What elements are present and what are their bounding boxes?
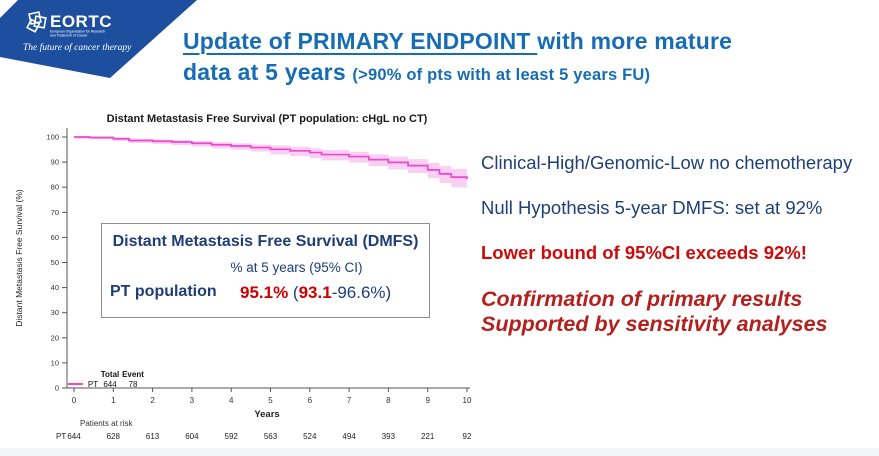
svg-text:92: 92: [463, 432, 472, 441]
svg-text:40: 40: [51, 283, 59, 292]
dmfs-value-lower: 93.1: [298, 283, 332, 302]
slide-title-line2: data at 5 years (>90% of pts with at lea…: [183, 57, 863, 91]
svg-text:628: 628: [107, 432, 121, 441]
svg-text:0: 0: [72, 396, 77, 405]
eortc-logo-icon: [26, 11, 47, 33]
svg-text:613: 613: [146, 432, 160, 441]
svg-text:20: 20: [51, 333, 59, 342]
svg-text:5: 5: [268, 396, 273, 405]
svg-text:644: 644: [67, 432, 81, 441]
slide-title-underlined: Update of PRIMARY ENDPOINT: [183, 28, 538, 54]
banner-shape: [0, 0, 197, 78]
dmfs-row-value: 95.1% (93.1-96.6%): [240, 283, 391, 303]
svg-text:60: 60: [51, 233, 59, 242]
svg-text:4: 4: [229, 396, 234, 405]
risk-table-label: Patients at risk: [80, 419, 133, 428]
commentary-line1: Clinical-High/Genomic-Low no chemotherap…: [481, 152, 853, 173]
x-axis-label: Years: [254, 409, 279, 420]
svg-text:PT: PT: [56, 432, 66, 441]
svg-text:604: 604: [185, 432, 199, 441]
dmfs-row-label: PT population: [110, 283, 217, 300]
svg-text:393: 393: [382, 432, 396, 441]
y-axis-label: Distant Metastasis Free Survival (%): [14, 189, 24, 327]
svg-text:9: 9: [425, 396, 430, 405]
eortc-banner: EORTC European Organisation for Research…: [0, 0, 197, 78]
dmfs-value-paren: (: [288, 283, 299, 302]
dmfs-box-row: PT population 95.1% (93.1-96.6%): [102, 283, 429, 305]
commentary-line5: Supported by sensitivity analyses: [481, 312, 828, 336]
svg-text:8: 8: [386, 396, 391, 405]
dmfs-value-rest: -96.6%): [331, 283, 392, 302]
commentary-line2: Null Hypothesis 5-year DMFS: set at 92%: [481, 197, 823, 218]
svg-text:221: 221: [421, 432, 435, 441]
svg-text:644: 644: [103, 380, 117, 389]
svg-text:Total: Total: [101, 370, 120, 379]
svg-text:10: 10: [51, 358, 59, 367]
dmfs-value-main: 95.1%: [240, 283, 289, 302]
slide-title: Update of PRIMARY ENDPOINT with more mat…: [183, 26, 863, 91]
svg-text:100: 100: [46, 133, 59, 142]
svg-text:80: 80: [51, 183, 59, 192]
chart-title: Distant Metastasis Free Survival (PT pop…: [107, 113, 428, 125]
dmfs-box-title: Distant Metastasis Free Survival (DMFS): [112, 233, 419, 250]
svg-text:70: 70: [51, 208, 59, 217]
slide-title-line2-big: data at 5 years: [183, 59, 353, 85]
svg-text:524: 524: [303, 432, 317, 441]
commentary-line3: Lower bound of 95%CI exceeds 92%!: [481, 242, 807, 263]
svg-text:7: 7: [347, 396, 352, 405]
svg-text:Event: Event: [122, 370, 144, 379]
svg-text:2: 2: [150, 396, 155, 405]
slide-title-line1-rest: with more mature: [537, 28, 733, 54]
svg-text:PT: PT: [88, 380, 98, 389]
eortc-logo-text: EORTC: [50, 12, 112, 31]
svg-text:1: 1: [111, 396, 116, 405]
svg-text:592: 592: [225, 432, 239, 441]
svg-text:3: 3: [190, 396, 195, 405]
km-chart: 0 10 20 30 40 50 60 70 80 90 100 0 1 2 3 4 5 6 7 8 9 10 Distan…: [10, 108, 480, 448]
svg-text:6: 6: [308, 396, 313, 405]
svg-text:0: 0: [55, 384, 59, 393]
svg-text:78: 78: [129, 380, 138, 389]
dmfs-results-box: Distant Metastasis Free Survival (DMFS) …: [101, 223, 430, 318]
svg-text:10: 10: [463, 396, 472, 405]
commentary-conclusion: Confirmation of primary results Supporte…: [481, 287, 828, 337]
svg-text:494: 494: [342, 432, 356, 441]
km-survival-curve: [74, 136, 468, 180]
dmfs-box-subtitle: % at 5 years (95% CI): [230, 260, 363, 275]
eortc-tagline: The future of cancer therapy: [23, 42, 132, 53]
slide-title-line2-small: (>90% of pts with at least 5 years FU): [352, 66, 651, 84]
svg-text:50: 50: [51, 258, 59, 267]
svg-text:90: 90: [51, 158, 59, 167]
commentary-line4: Confirmation of primary results: [481, 287, 803, 311]
slide-title-line1: Update of PRIMARY ENDPOINT with more mat…: [183, 26, 863, 57]
svg-text:563: 563: [264, 432, 278, 441]
footer-strip: [0, 448, 879, 456]
eortc-subtitle-line2: and Treatment of Cancer: [50, 34, 88, 38]
svg-text:30: 30: [51, 308, 59, 317]
eortc-subtitle-line1: European Organisation for Research: [50, 30, 105, 34]
